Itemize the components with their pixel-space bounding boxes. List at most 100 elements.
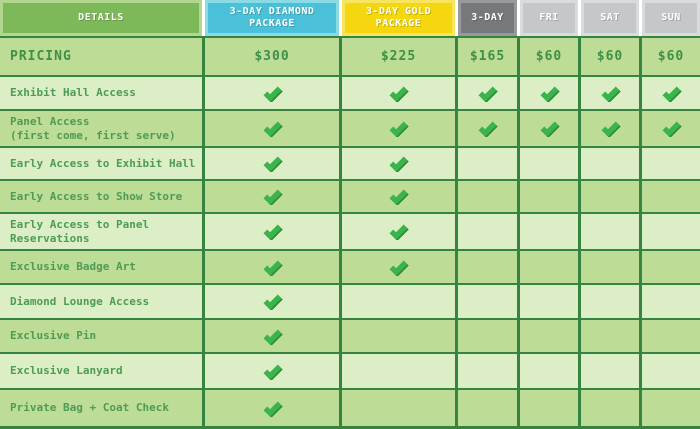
check-icon bbox=[389, 121, 409, 137]
check-icon bbox=[263, 260, 283, 276]
column-header-diamond-package[interactable]: 3-DAY DIAMOND PACKAGE bbox=[205, 0, 339, 36]
check-cell-gold-package bbox=[342, 77, 455, 109]
empty-cell-fri bbox=[520, 354, 578, 388]
price-cell-gold-package: $225 bbox=[342, 38, 455, 75]
empty-cell-fri bbox=[520, 320, 578, 352]
pricing-row-label: PRICING bbox=[0, 38, 202, 75]
check-cell-diamond-package bbox=[205, 251, 339, 283]
empty-cell-sun bbox=[642, 354, 700, 388]
empty-cell-fri bbox=[520, 390, 578, 426]
empty-cell-sat bbox=[581, 320, 639, 352]
feature-label-text: Panel Access bbox=[10, 114, 90, 128]
price-cell-sat: $60 bbox=[581, 38, 639, 75]
check-cell-diamond-package bbox=[205, 285, 339, 318]
empty-cell-three-day bbox=[458, 320, 517, 352]
check-cell-sun bbox=[642, 77, 700, 109]
check-cell-diamond-package bbox=[205, 77, 339, 109]
check-cell-gold-package bbox=[342, 148, 455, 179]
empty-cell-sat bbox=[581, 181, 639, 212]
check-icon bbox=[389, 224, 409, 240]
empty-cell-fri bbox=[520, 214, 578, 249]
check-icon bbox=[601, 121, 621, 137]
check-cell-fri bbox=[520, 77, 578, 109]
check-cell-sat bbox=[581, 111, 639, 146]
empty-cell-sat bbox=[581, 148, 639, 179]
column-header-three-day[interactable]: 3-DAY bbox=[458, 0, 517, 36]
empty-cell-sun bbox=[642, 214, 700, 249]
check-icon bbox=[389, 260, 409, 276]
empty-cell-gold-package bbox=[342, 320, 455, 352]
check-cell-sat bbox=[581, 77, 639, 109]
empty-cell-three-day bbox=[458, 214, 517, 249]
empty-cell-sat bbox=[581, 285, 639, 318]
check-cell-diamond-package bbox=[205, 320, 339, 352]
empty-cell-sat bbox=[581, 214, 639, 249]
feature-label: Diamond Lounge Access bbox=[0, 285, 202, 318]
check-cell-diamond-package bbox=[205, 181, 339, 212]
empty-cell-sun bbox=[642, 285, 700, 318]
empty-cell-sat bbox=[581, 390, 639, 426]
empty-cell-fri bbox=[520, 285, 578, 318]
feature-label: Exclusive Pin bbox=[0, 320, 202, 352]
empty-cell-sun bbox=[642, 181, 700, 212]
check-icon bbox=[662, 86, 682, 102]
check-icon bbox=[478, 121, 498, 137]
feature-label-text: Diamond Lounge Access bbox=[10, 294, 150, 308]
feature-label: Exclusive Lanyard bbox=[0, 354, 202, 388]
empty-cell-three-day bbox=[458, 354, 517, 388]
check-cell-sun bbox=[642, 111, 700, 146]
empty-cell-fri bbox=[520, 181, 578, 212]
column-header-details[interactable]: DETAILS bbox=[0, 0, 202, 36]
check-icon bbox=[263, 86, 283, 102]
check-icon bbox=[263, 189, 283, 205]
check-icon bbox=[263, 156, 283, 172]
feature-label: Private Bag + Coat Check bbox=[0, 390, 202, 426]
check-icon bbox=[389, 156, 409, 172]
empty-cell-fri bbox=[520, 251, 578, 283]
check-cell-diamond-package bbox=[205, 111, 339, 146]
empty-cell-three-day bbox=[458, 285, 517, 318]
empty-cell-gold-package bbox=[342, 354, 455, 388]
empty-cell-fri bbox=[520, 148, 578, 179]
check-icon bbox=[540, 121, 560, 137]
column-header-sat[interactable]: SAT bbox=[581, 0, 639, 36]
check-cell-gold-package bbox=[342, 181, 455, 212]
check-icon bbox=[263, 329, 283, 345]
check-cell-fri bbox=[520, 111, 578, 146]
column-header-gold-package[interactable]: 3-DAY GOLD PACKAGE bbox=[342, 0, 455, 36]
empty-cell-sun bbox=[642, 148, 700, 179]
empty-cell-sat bbox=[581, 251, 639, 283]
feature-label: Exhibit Hall Access bbox=[0, 77, 202, 109]
check-icon bbox=[662, 121, 682, 137]
empty-cell-sun bbox=[642, 251, 700, 283]
check-icon bbox=[263, 121, 283, 137]
empty-cell-gold-package bbox=[342, 285, 455, 318]
feature-label-text: Exclusive Badge Art bbox=[10, 260, 136, 274]
check-icon bbox=[263, 364, 283, 380]
feature-label: Panel Access (first come, first serve) bbox=[0, 111, 202, 146]
check-icon bbox=[389, 189, 409, 205]
table-header-row: DETAILS 3-DAY DIAMOND PACKAGE 3-DAY GOLD P… bbox=[0, 0, 700, 36]
feature-label-text: Exclusive Lanyard bbox=[10, 364, 123, 378]
check-icon bbox=[478, 86, 498, 102]
check-icon bbox=[263, 224, 283, 240]
check-cell-gold-package bbox=[342, 111, 455, 146]
price-cell-sun: $60 bbox=[642, 38, 700, 75]
feature-label-text: Private Bag + Coat Check bbox=[10, 401, 169, 415]
price-cell-fri: $60 bbox=[520, 38, 578, 75]
check-icon bbox=[540, 86, 560, 102]
column-header-fri[interactable]: FRI bbox=[520, 0, 578, 36]
price-cell-diamond-package: $300 bbox=[205, 38, 339, 75]
check-cell-three-day bbox=[458, 111, 517, 146]
empty-cell-sat bbox=[581, 354, 639, 388]
feature-label-text: Early Access to Panel Reservations bbox=[10, 217, 150, 245]
empty-cell-three-day bbox=[458, 390, 517, 426]
check-cell-diamond-package bbox=[205, 390, 339, 426]
empty-cell-gold-package bbox=[342, 390, 455, 426]
price-cell-three-day: $165 bbox=[458, 38, 517, 75]
feature-label-text: Early Access to Show Store bbox=[10, 189, 183, 203]
check-cell-diamond-package bbox=[205, 214, 339, 249]
column-header-sun[interactable]: SUN bbox=[642, 0, 700, 36]
check-cell-three-day bbox=[458, 77, 517, 109]
